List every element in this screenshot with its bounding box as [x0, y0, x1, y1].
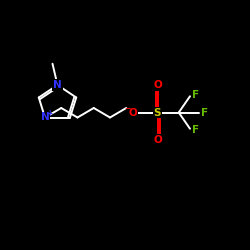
Text: F: F — [192, 90, 199, 100]
Text: −: − — [124, 104, 130, 113]
Text: O: O — [153, 80, 162, 90]
Text: F: F — [192, 125, 199, 135]
Text: O: O — [129, 108, 138, 118]
Text: N: N — [40, 112, 50, 122]
Text: O: O — [153, 135, 162, 145]
Text: S: S — [154, 108, 161, 118]
Text: F: F — [201, 108, 208, 118]
Text: N: N — [53, 80, 62, 90]
Text: +: + — [46, 109, 52, 118]
